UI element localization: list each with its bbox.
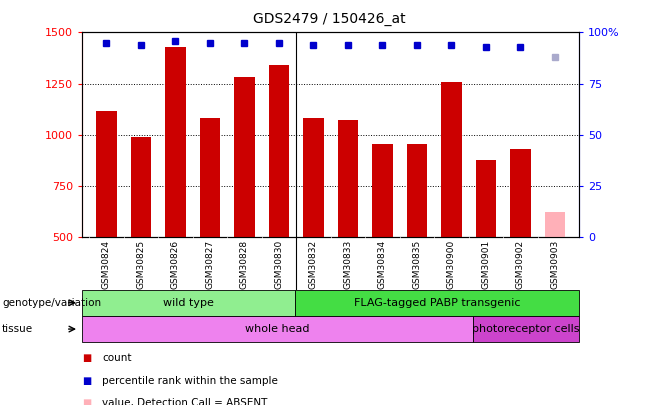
Text: tissue: tissue — [2, 324, 33, 334]
Text: GSM30827: GSM30827 — [205, 240, 215, 289]
Text: GSM30902: GSM30902 — [516, 240, 525, 289]
Bar — [372, 144, 393, 237]
Bar — [303, 118, 324, 237]
Text: GSM30825: GSM30825 — [136, 240, 145, 289]
Text: GSM30826: GSM30826 — [171, 240, 180, 289]
Text: GSM30832: GSM30832 — [309, 240, 318, 289]
Text: FLAG-tagged PABP transgenic: FLAG-tagged PABP transgenic — [354, 298, 520, 308]
Bar — [407, 144, 427, 237]
Text: GSM30828: GSM30828 — [240, 240, 249, 289]
Text: GSM30900: GSM30900 — [447, 240, 456, 289]
Bar — [338, 120, 358, 237]
Text: GSM30830: GSM30830 — [274, 240, 284, 289]
Bar — [268, 65, 290, 237]
Bar — [295, 290, 579, 316]
Bar — [199, 118, 220, 237]
Text: percentile rank within the sample: percentile rank within the sample — [102, 376, 278, 386]
Text: ■: ■ — [82, 398, 91, 405]
Bar — [165, 47, 186, 237]
Text: photoreceptor cells: photoreceptor cells — [472, 324, 580, 334]
Text: GSM30824: GSM30824 — [102, 240, 111, 288]
Text: count: count — [102, 354, 132, 363]
Text: genotype/variation: genotype/variation — [2, 298, 101, 308]
Text: value, Detection Call = ABSENT: value, Detection Call = ABSENT — [102, 398, 267, 405]
Bar — [82, 290, 295, 316]
Text: GSM30903: GSM30903 — [550, 240, 559, 289]
Bar — [96, 111, 116, 237]
Bar — [234, 77, 255, 237]
Text: whole head: whole head — [245, 324, 310, 334]
Text: GDS2479 / 150426_at: GDS2479 / 150426_at — [253, 12, 405, 26]
Bar — [82, 316, 472, 342]
Text: ■: ■ — [82, 376, 91, 386]
Text: GSM30835: GSM30835 — [413, 240, 421, 289]
Bar — [441, 82, 462, 237]
Text: GSM30834: GSM30834 — [378, 240, 387, 289]
Bar — [545, 212, 565, 237]
Bar — [472, 316, 579, 342]
Text: GSM30901: GSM30901 — [482, 240, 490, 289]
Bar — [510, 149, 531, 237]
Bar — [476, 160, 496, 237]
Text: ■: ■ — [82, 354, 91, 363]
Bar — [130, 137, 151, 237]
Text: GSM30833: GSM30833 — [343, 240, 353, 289]
Text: wild type: wild type — [163, 298, 214, 308]
